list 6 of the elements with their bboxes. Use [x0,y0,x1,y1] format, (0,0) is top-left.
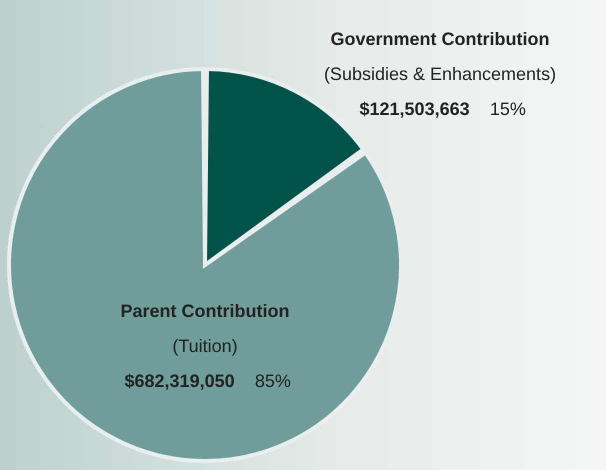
slice-label: Government Contribution [330,29,550,49]
data-label: $682,319,050 85% [124,371,291,391]
data-label: $121,503,663 15% [360,99,526,119]
text: (Tuition) [172,336,238,356]
slice-label: Parent Contribution [120,301,290,321]
text: (Subsidies & Enhancements) [324,64,556,84]
